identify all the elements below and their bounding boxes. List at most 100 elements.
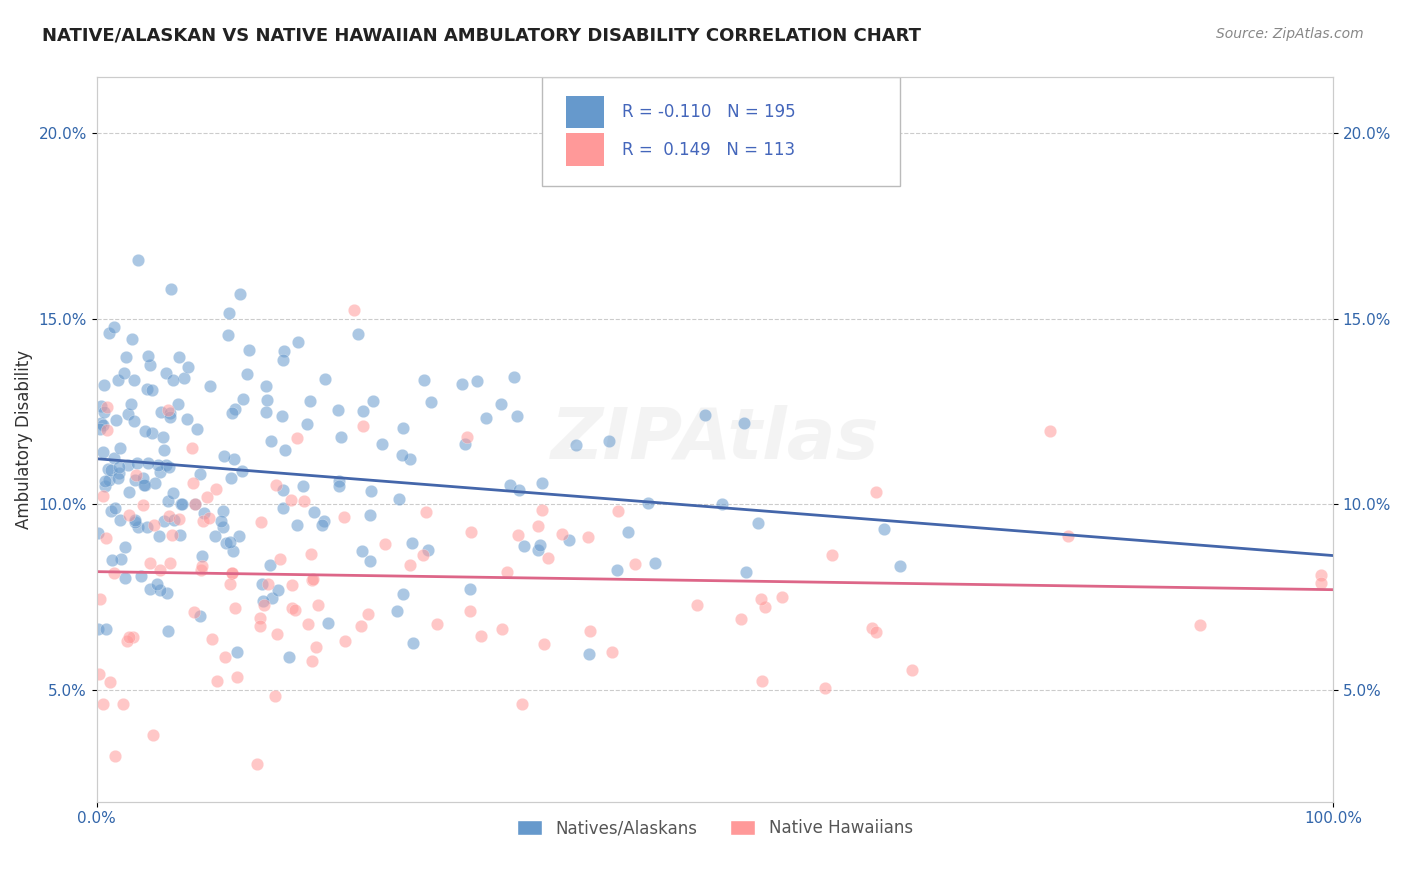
Native Hawaiians — [96, 423, 118, 437]
Natives/Alaskans — [228, 528, 250, 542]
Native Hawaiians — [246, 757, 269, 772]
Natives/Alaskans — [89, 416, 111, 430]
Native Hawaiians — [201, 632, 224, 646]
Native Hawaiians — [266, 626, 288, 640]
Natives/Alaskans — [458, 582, 481, 596]
Native Hawaiians — [118, 631, 141, 645]
Natives/Alaskans — [262, 591, 284, 605]
Natives/Alaskans — [157, 460, 180, 475]
Natives/Alaskans — [328, 479, 350, 493]
Natives/Alaskans — [219, 470, 242, 484]
Natives/Alaskans — [91, 445, 114, 459]
Native Hawaiians — [226, 670, 249, 684]
Natives/Alaskans — [350, 543, 373, 558]
Natives/Alaskans — [112, 366, 135, 380]
Native Hawaiians — [219, 577, 242, 591]
Native Hawaiians — [181, 476, 204, 491]
Natives/Alaskans — [474, 411, 496, 425]
Native Hawaiians — [98, 674, 121, 689]
Natives/Alaskans — [156, 585, 179, 599]
Natives/Alaskans — [747, 516, 769, 530]
Native Hawaiians — [285, 431, 308, 445]
Natives/Alaskans — [733, 416, 755, 430]
Natives/Alaskans — [391, 587, 413, 601]
Natives/Alaskans — [224, 401, 246, 416]
Natives/Alaskans — [134, 478, 156, 492]
Natives/Alaskans — [110, 513, 132, 527]
Native Hawaiians — [118, 508, 141, 522]
Native Hawaiians — [143, 518, 166, 533]
Natives/Alaskans — [104, 501, 127, 516]
Natives/Alaskans — [96, 622, 118, 636]
Natives/Alaskans — [218, 535, 240, 549]
Y-axis label: Ambulatory Disability: Ambulatory Disability — [15, 350, 32, 529]
Natives/Alaskans — [190, 549, 212, 563]
Text: Source: ZipAtlas.com: Source: ZipAtlas.com — [1216, 27, 1364, 41]
Native Hawaiians — [250, 516, 273, 530]
Natives/Alaskans — [259, 558, 281, 572]
Native Hawaiians — [302, 572, 325, 586]
Natives/Alaskans — [127, 520, 149, 534]
Native Hawaiians — [754, 600, 776, 615]
Native Hawaiians — [183, 606, 205, 620]
Native Hawaiians — [89, 667, 111, 681]
Native Hawaiians — [149, 563, 172, 577]
Natives/Alaskans — [104, 413, 127, 427]
Natives/Alaskans — [114, 571, 136, 585]
Natives/Alaskans — [155, 366, 177, 380]
Native Hawaiians — [860, 621, 883, 635]
Text: NATIVE/ALASKAN VS NATIVE HAWAIIAN AMBULATORY DISABILITY CORRELATION CHART: NATIVE/ALASKAN VS NATIVE HAWAIIAN AMBULA… — [42, 27, 921, 45]
Natives/Alaskans — [159, 406, 181, 420]
Native Hawaiians — [901, 663, 924, 677]
Native Hawaiians — [91, 489, 114, 503]
Natives/Alaskans — [695, 409, 717, 423]
Natives/Alaskans — [162, 374, 184, 388]
Native Hawaiians — [551, 527, 574, 541]
Natives/Alaskans — [188, 467, 211, 482]
Natives/Alaskans — [252, 593, 274, 607]
Natives/Alaskans — [149, 405, 172, 419]
Natives/Alaskans — [108, 459, 131, 474]
Natives/Alaskans — [155, 458, 177, 473]
Native Hawaiians — [527, 518, 550, 533]
Native Hawaiians — [307, 599, 329, 613]
Natives/Alaskans — [304, 505, 326, 519]
Native Hawaiians — [297, 617, 319, 632]
Native Hawaiians — [373, 536, 395, 550]
Native Hawaiians — [205, 482, 228, 496]
Natives/Alaskans — [637, 496, 659, 510]
Natives/Alaskans — [169, 528, 191, 542]
Natives/Alaskans — [499, 478, 522, 492]
Native Hawaiians — [249, 610, 271, 624]
Text: ZIPAtlas: ZIPAtlas — [551, 405, 879, 474]
Natives/Alaskans — [141, 425, 163, 440]
Natives/Alaskans — [98, 473, 121, 487]
Native Hawaiians — [865, 485, 887, 500]
Natives/Alaskans — [363, 393, 385, 408]
Native Hawaiians — [125, 468, 148, 483]
Native Hawaiians — [607, 503, 630, 517]
Native Hawaiians — [820, 549, 842, 563]
Native Hawaiians — [156, 403, 179, 417]
Native Hawaiians — [112, 697, 135, 711]
Natives/Alaskans — [329, 430, 352, 444]
Native Hawaiians — [530, 503, 553, 517]
Native Hawaiians — [491, 622, 513, 636]
Natives/Alaskans — [103, 451, 125, 466]
Native Hawaiians — [96, 400, 118, 414]
Native Hawaiians — [342, 302, 364, 317]
Natives/Alaskans — [401, 636, 423, 650]
Native Hawaiians — [197, 490, 219, 504]
Native Hawaiians — [426, 616, 449, 631]
Native Hawaiians — [730, 611, 752, 625]
Native Hawaiians — [496, 566, 519, 580]
Native Hawaiians — [600, 645, 623, 659]
Native Hawaiians — [749, 592, 772, 607]
Natives/Alaskans — [236, 368, 259, 382]
Natives/Alaskans — [352, 404, 374, 418]
Native Hawaiians — [281, 601, 304, 615]
Native Hawaiians — [180, 441, 202, 455]
Natives/Alaskans — [295, 417, 318, 431]
Native Hawaiians — [264, 689, 287, 703]
Native Hawaiians — [224, 600, 246, 615]
